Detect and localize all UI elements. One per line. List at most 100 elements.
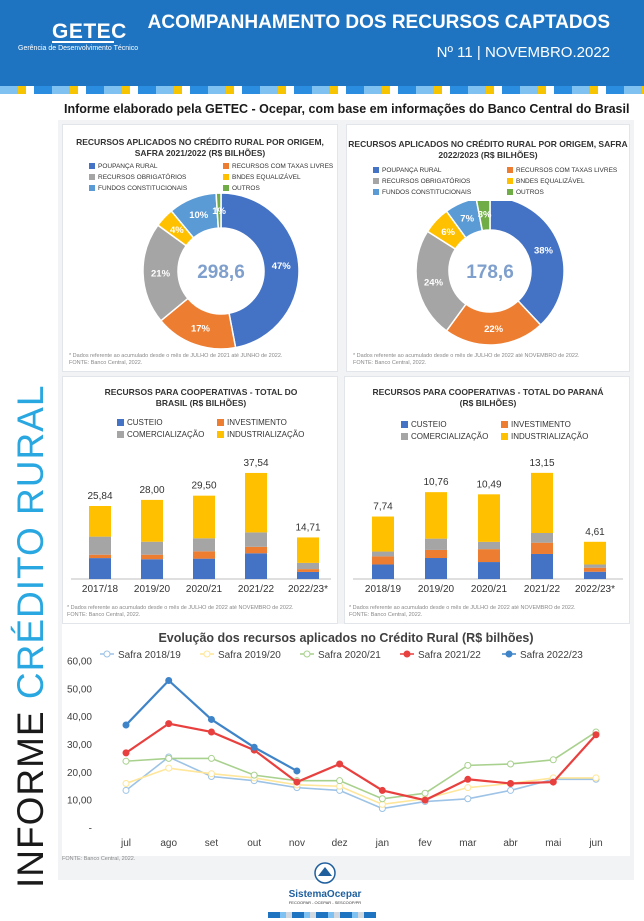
pie-slice [475,201,491,232]
bar-segment [297,562,319,570]
slice-label: 38% [534,245,554,256]
legend-item: INDUSTRIALIZAÇÃO [217,430,304,439]
legend-marker [303,650,311,658]
bar-segment [89,536,111,555]
x-tick-label: ago [160,838,177,849]
data-point [207,715,215,723]
bar-segment [297,571,319,579]
bar-segment [425,492,447,539]
slice-label: 7% [460,214,474,225]
legend-item: RECURSOS COM TAXAS LIVRES [507,167,617,174]
data-point [507,779,515,787]
line-source: FONTE: Banco Central, 2022. [62,856,136,862]
note-text: * Dados referente ao acumulado desde o m… [353,353,580,359]
note-text: * Dados referente ao acumulado desde o m… [67,605,294,611]
data-point [250,743,258,751]
bar-total-label: 14,71 [295,522,320,533]
bar-segment [245,546,267,554]
pie-slice [215,192,222,229]
bar-chart-brasil: 25,84 2017/18 28,00 2019/20 29,50 2020/21 37,5… [71,458,331,595]
legend-swatch [507,167,513,173]
pie-title: RECURSOS APLICADOS NO CRÉDITO RURAL POR … [76,137,324,158]
intro-text: Informe elaborado pela GETEC - Ocepar, c… [64,102,630,116]
legend-label: BNDES EQUALIZÁVEL [232,174,301,181]
data-point [464,795,472,803]
data-point [464,761,472,769]
line-chart-evolucao: Evolução dos recursos aplicados no Crédi… [67,631,603,849]
page-title: ACOMPANHAMENTO DOS RECURSOS CAPTADOS [147,12,610,33]
legend-marker [505,650,513,658]
x-tick-label: set [205,838,219,849]
legend-label: RECURSOS COM TAXAS LIVRES [516,167,618,174]
data-point [207,728,215,736]
bar-segment [89,506,111,537]
bar-segment [372,516,394,552]
legend-label: Safra 2021/22 [418,650,481,661]
category-label: 2020/21 [471,584,508,595]
data-point [207,754,215,762]
header-stripe [0,86,644,94]
slice-label: 17% [191,323,211,334]
y-tick-label: 50,00 [67,684,92,695]
data-point [165,676,173,684]
series-line [125,722,597,802]
getec-logo: GETEC [52,20,127,43]
side-label-credito-rural: CRÉDITO RURAL [10,384,51,700]
bar-segment [245,532,267,547]
category-label: 2022/23* [575,584,615,595]
legend-item: POUPANÇA RURAL [373,167,441,174]
legend-item: OUTROS [223,185,260,192]
bar-total-label: 25,84 [87,491,112,502]
legend-label: POUPANÇA RURAL [382,167,442,174]
legend-item: POUPANÇA RURAL [89,163,157,170]
pie-panel-2022-23: RECURSOS APLICADOS NO CRÉDITO RURAL POR … [346,124,630,372]
bar-segment [141,541,163,555]
data-point [421,789,429,797]
legend-swatch [501,433,508,440]
data-point [207,770,215,778]
legend-item: OUTROS [507,189,544,196]
pie-slice [220,192,300,349]
legend-item: INVESTIMENTO [501,420,571,429]
pie-chart-2022-23: 38% 22% 24% 6% 7% 3% 178,6 [415,201,565,346]
slice-label: 4% [170,225,184,236]
bar-total-label: 13,15 [529,458,554,469]
bar-segment [531,532,553,543]
data-point [378,786,386,794]
legend-swatch [373,167,379,173]
pie-note: * Dados referente ao acumulado desde o m… [69,353,282,367]
x-tick-label: fev [418,838,431,849]
series-line [125,731,597,800]
slice-label: 47% [272,261,292,272]
bar-segment [89,554,111,559]
legend-swatch [223,174,229,180]
bar-segment [531,472,553,533]
bar-chart-parana: 7,74 2018/19 10,76 2019/20 10,49 2020/21 13,15… [353,458,623,595]
legend-marker [103,650,111,658]
legend-item: CUSTEIO [401,420,447,429]
getec-subtitle: Gerência de Desenvolvimento Técnico [18,45,139,52]
legend-item: RECURSOS OBRIGATÓRIOS [373,178,470,185]
legend-label: Safra 2020/21 [318,650,381,661]
legend-swatch [223,163,229,169]
sistema-ocepar-logo: SistemaOcepar FECOOPAR - OCEPAR - SESCOO… [280,862,370,905]
data-point [336,777,344,785]
legend-swatch [501,421,508,428]
source-text: FONTE: Banco Central, 2022. [69,360,143,366]
bar-segment [245,553,267,579]
y-tick-label: 60,00 [67,657,92,668]
legend-swatch [217,431,224,438]
side-label: INFORME CRÉDITO RURAL [10,385,52,888]
data-point [549,778,557,786]
bar-segment [584,541,606,565]
bar-total-label: 10,49 [476,479,501,490]
pie-note: * Dados referente ao acumulado desde o m… [353,353,580,367]
legend-swatch [507,178,513,184]
category-label: 2020/21 [186,584,223,595]
bar-segment [193,495,215,539]
legend-label: INDUSTRIALIZAÇÃO [511,432,589,441]
legend-label: COMERCIALIZAÇÃO [411,432,489,441]
bar-segment [141,559,163,579]
legend-swatch [89,163,95,169]
bar-panel-parana: RECURSOS PARA COOPERATIVAS - TOTAL DO PA… [344,376,630,624]
